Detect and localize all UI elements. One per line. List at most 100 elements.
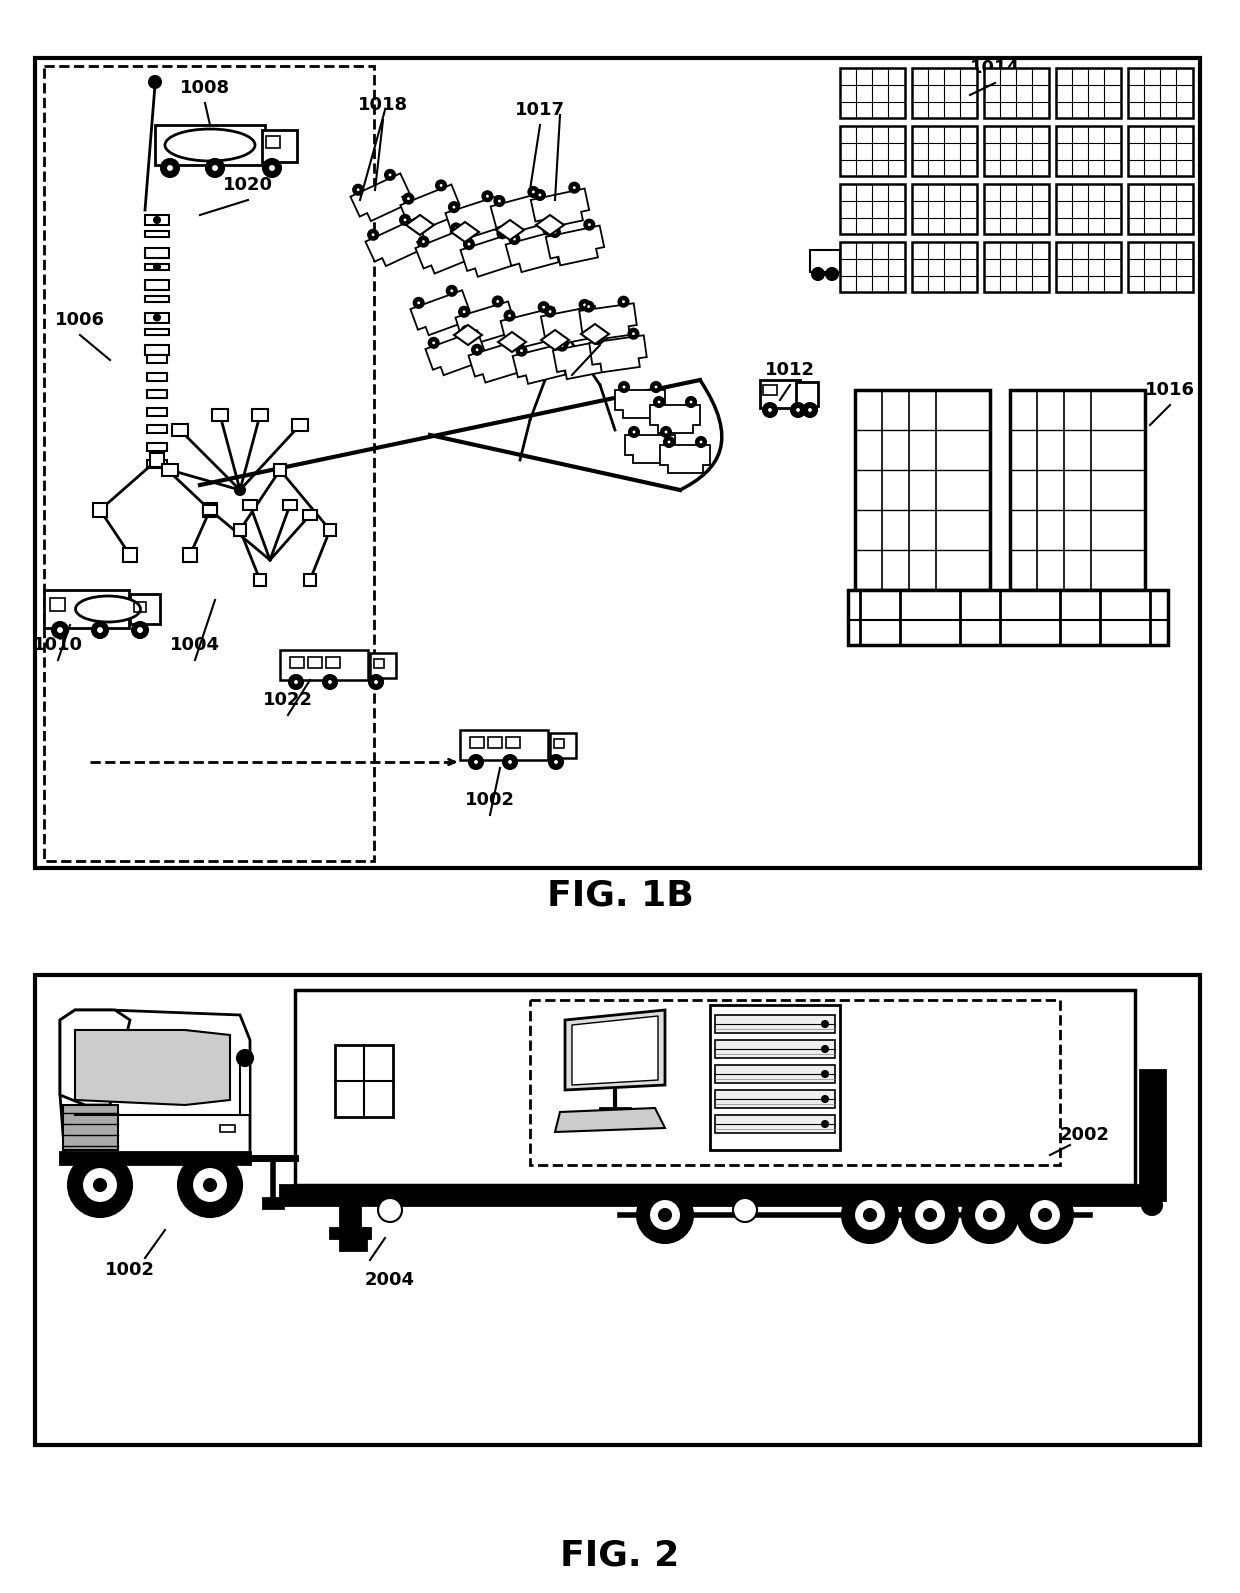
Circle shape [552,229,557,234]
Bar [529,1000,1060,1164]
Bar [715,1066,835,1083]
Circle shape [469,755,484,769]
Circle shape [551,338,560,347]
Polygon shape [556,1109,665,1133]
Bar [148,373,167,381]
Circle shape [656,400,661,405]
Circle shape [482,191,492,201]
Circle shape [446,285,456,296]
Circle shape [520,349,525,354]
Bar [203,503,217,518]
Bar [290,656,304,667]
Polygon shape [425,330,485,376]
Bar [241,1059,250,1115]
Circle shape [356,188,361,193]
Circle shape [667,440,672,444]
Bar [148,390,167,398]
Circle shape [368,229,378,241]
Circle shape [864,1209,875,1220]
Circle shape [804,403,817,417]
Circle shape [962,1187,1018,1243]
Circle shape [327,679,334,685]
Bar [43,65,374,860]
Circle shape [485,194,490,199]
Text: FIG. 2: FIG. 2 [560,1537,680,1572]
Polygon shape [650,405,701,433]
Bar [506,738,520,749]
Bar [234,524,246,535]
Circle shape [205,1179,216,1192]
Bar [911,242,977,292]
Circle shape [131,621,148,639]
Bar [262,131,298,162]
Circle shape [629,427,639,436]
Bar [839,185,905,234]
Polygon shape [660,444,711,473]
Circle shape [475,347,480,352]
Circle shape [594,336,599,341]
Text: 1020: 1020 [223,175,273,194]
Circle shape [1142,1195,1162,1215]
Circle shape [546,306,556,317]
Circle shape [591,335,601,344]
Polygon shape [498,331,526,352]
Bar [35,57,1200,868]
Bar [150,452,164,467]
Text: 1018: 1018 [358,96,408,115]
Circle shape [497,228,507,239]
Circle shape [211,164,219,172]
Polygon shape [351,174,409,221]
Circle shape [206,159,224,177]
Bar [134,602,146,612]
Circle shape [973,1200,1006,1231]
Bar [243,500,257,510]
Bar [203,505,217,515]
Bar [715,1090,835,1109]
Circle shape [1017,1187,1073,1243]
Circle shape [461,327,471,336]
Circle shape [268,164,277,172]
Polygon shape [579,303,637,341]
Circle shape [688,400,693,405]
Polygon shape [469,339,527,382]
Circle shape [371,233,376,237]
Bar [219,1125,236,1133]
Bar [252,409,268,421]
Bar [985,185,1049,234]
Circle shape [403,194,413,204]
Bar [130,594,160,624]
Polygon shape [491,193,549,234]
Polygon shape [445,196,505,241]
Text: 1004: 1004 [170,636,219,655]
Circle shape [464,239,474,249]
Circle shape [795,406,801,413]
Bar [1056,68,1121,118]
Bar [985,242,1049,292]
Circle shape [418,237,429,247]
Bar [370,653,396,679]
Circle shape [621,299,626,304]
Circle shape [293,679,299,685]
Polygon shape [615,390,665,417]
Bar [810,250,839,272]
Circle shape [584,220,594,229]
Circle shape [495,299,500,304]
Circle shape [472,758,479,765]
Circle shape [1039,1209,1052,1220]
Circle shape [549,226,560,237]
Bar [145,296,169,303]
Bar [1128,126,1193,175]
Polygon shape [506,231,564,272]
Polygon shape [460,233,520,277]
Bar [554,739,564,749]
Circle shape [653,397,663,406]
Circle shape [596,336,601,341]
Polygon shape [405,215,434,236]
Polygon shape [496,220,525,241]
Polygon shape [625,435,675,464]
Circle shape [822,1121,828,1126]
Circle shape [698,440,703,444]
Bar [295,989,1135,1185]
Text: 1002: 1002 [465,792,515,809]
Polygon shape [531,188,589,228]
